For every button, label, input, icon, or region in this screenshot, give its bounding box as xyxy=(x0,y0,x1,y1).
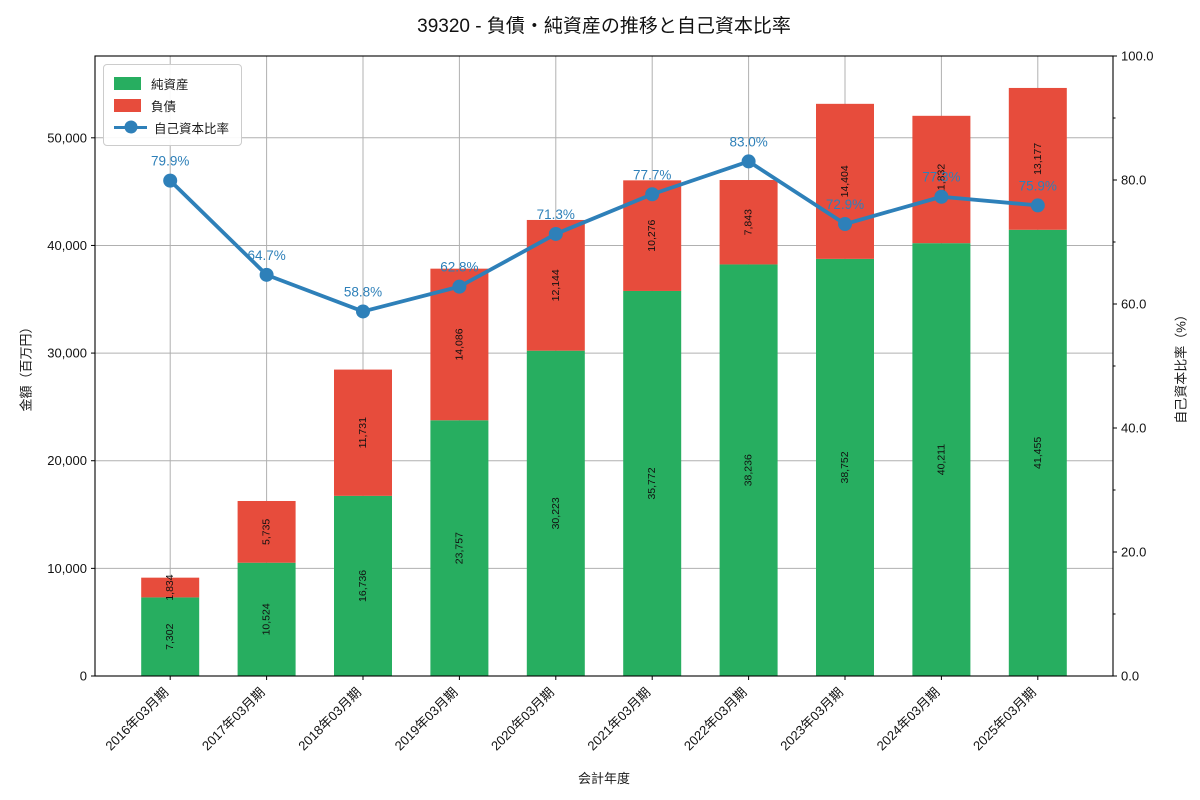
equity-ratio-point xyxy=(645,187,660,202)
y-tick-label-left: 30,000 xyxy=(47,346,87,361)
equity-ratio-point-label: 75.9% xyxy=(1019,178,1057,193)
legend-label-equity-ratio: 自己資本比率 xyxy=(154,121,230,136)
bar-segment-net-assets xyxy=(141,597,200,676)
y-tick-label-left: 50,000 xyxy=(47,130,87,145)
bar-segment-net-assets xyxy=(1008,229,1067,676)
x-tick-label: 2022年03月期 xyxy=(681,685,750,754)
bar-segment-liabilities xyxy=(334,369,392,496)
bar-value-label-liabilities: 14,086 xyxy=(453,328,465,360)
bar-segment-net-assets xyxy=(623,290,682,676)
legend-label-net-assets: 純資産 xyxy=(151,77,189,92)
equity-ratio-point xyxy=(934,189,949,204)
equity-ratio-point xyxy=(1030,198,1045,213)
bar-value-label-liabilities: 12,144 xyxy=(550,269,562,301)
equity-ratio-point-label: 58.8% xyxy=(344,284,382,299)
bar-value-label-net-assets: 10,524 xyxy=(261,603,273,635)
bar-value-label-liabilities: 11,832 xyxy=(935,164,947,195)
y-tick-label-right: 0.0 xyxy=(1121,669,1139,684)
y-tick-label-right: 80.0 xyxy=(1121,173,1146,188)
bar-segment-net-assets xyxy=(719,264,778,676)
bar-value-label-net-assets: 7,302 xyxy=(164,623,176,649)
x-tick-label: 2019年03月期 xyxy=(392,685,461,754)
x-tick-label: 2020年03月期 xyxy=(488,685,557,754)
bar-value-label-net-assets: 40,211 xyxy=(935,444,947,475)
bar-segment-liabilities xyxy=(816,103,874,259)
bar-value-label-net-assets: 38,752 xyxy=(839,451,851,483)
legend: 純資産 負債 自己資本比率 xyxy=(103,64,243,146)
equity-ratio-point-label: 83.0% xyxy=(729,134,767,149)
equity-ratio-point xyxy=(838,217,852,232)
legend-line-sample-icon xyxy=(114,120,147,134)
bar-segment-liabilities xyxy=(430,268,489,421)
legend-item-liabilities: 負債 xyxy=(114,94,229,116)
legend-line-marker xyxy=(124,120,137,134)
bar-segment-liabilities xyxy=(141,577,200,598)
bar-segment-liabilities xyxy=(526,219,585,351)
equity-ratio-point-label: 77.3% xyxy=(922,170,960,185)
bar-value-label-liabilities: 10,276 xyxy=(646,219,658,251)
legend-swatch-net-assets xyxy=(114,76,141,90)
bar-segment-liabilities xyxy=(719,180,778,265)
bar-value-label-net-assets: 41,455 xyxy=(1032,437,1044,469)
bar-value-label-net-assets: 38,236 xyxy=(743,454,755,486)
legend-item-equity-ratio: 自己資本比率 xyxy=(114,116,229,138)
bar-value-label-liabilities: 14,404 xyxy=(839,165,851,197)
bar-value-label-liabilities: 13,177 xyxy=(1032,143,1044,175)
bar-segment-liabilities xyxy=(237,500,296,563)
equity-ratio-point xyxy=(163,173,178,188)
bar-value-label-net-assets: 16,736 xyxy=(357,570,369,602)
legend-item-net-assets: 純資産 xyxy=(114,72,229,94)
equity-ratio-point xyxy=(452,279,467,294)
y-tick-label-left: 10,000 xyxy=(47,561,87,576)
equity-ratio-point xyxy=(548,226,563,241)
equity-ratio-point-label: 62.8% xyxy=(440,260,478,275)
y-tick-label-right: 40.0 xyxy=(1121,421,1146,436)
x-tick-label: 2016年03月期 xyxy=(102,685,171,754)
bar-value-label-liabilities: 1,834 xyxy=(164,574,176,600)
legend-label-liabilities: 負債 xyxy=(151,99,177,114)
bar-segment-net-assets xyxy=(526,350,585,676)
x-tick-label: 2024年03月期 xyxy=(874,685,943,754)
x-tick-label: 2021年03月期 xyxy=(584,685,653,754)
equity-ratio-point xyxy=(259,267,274,282)
bar-segment-net-assets xyxy=(912,243,971,676)
y-tick-label-right: 20.0 xyxy=(1121,545,1146,560)
y-tick-label-right: 100.0 xyxy=(1121,49,1154,64)
y-tick-label-left: 0 xyxy=(80,669,87,684)
x-tick-label: 2025年03月期 xyxy=(970,685,1039,754)
x-tick-label: 2017年03月期 xyxy=(199,685,268,754)
bar-segment-net-assets xyxy=(334,495,392,676)
y-tick-label-left: 40,000 xyxy=(47,238,87,253)
y-tick-label-left: 20,000 xyxy=(47,453,87,468)
bar-segment-net-assets xyxy=(816,258,874,676)
x-axis-title: 会計年度 xyxy=(577,771,630,786)
equity-ratio-point xyxy=(741,154,756,169)
equity-ratio-point-label: 77.7% xyxy=(633,167,671,182)
bar-value-label-net-assets: 23,757 xyxy=(453,532,465,564)
equity-ratio-point-label: 72.9% xyxy=(826,197,864,212)
bar-segment-liabilities xyxy=(912,115,971,244)
equity-ratio-point-label: 64.7% xyxy=(247,248,285,263)
bar-value-label-liabilities: 11,731 xyxy=(357,417,369,448)
legend-swatch-liabilities xyxy=(114,98,141,112)
bar-segment-net-assets xyxy=(430,420,489,676)
equity-ratio-point-label: 71.3% xyxy=(537,207,575,222)
x-tick-label: 2018年03月期 xyxy=(295,685,364,754)
bar-value-label-net-assets: 35,772 xyxy=(646,467,658,499)
chart-title: 39320 - 負債・純資産の推移と自己資本比率 xyxy=(417,16,791,37)
equity-ratio-point-label: 79.9% xyxy=(151,154,189,169)
bar-value-label-net-assets: 30,223 xyxy=(550,497,562,529)
bar-value-label-liabilities: 5,735 xyxy=(261,519,273,545)
equity-ratio-line xyxy=(168,159,1038,314)
equity-ratio-point xyxy=(356,304,370,319)
y-tick-label-right: 60.0 xyxy=(1121,297,1146,312)
bar-value-label-liabilities: 7,843 xyxy=(743,209,755,235)
bar-segment-net-assets xyxy=(237,562,296,676)
x-tick-label: 2023年03月期 xyxy=(777,685,846,754)
